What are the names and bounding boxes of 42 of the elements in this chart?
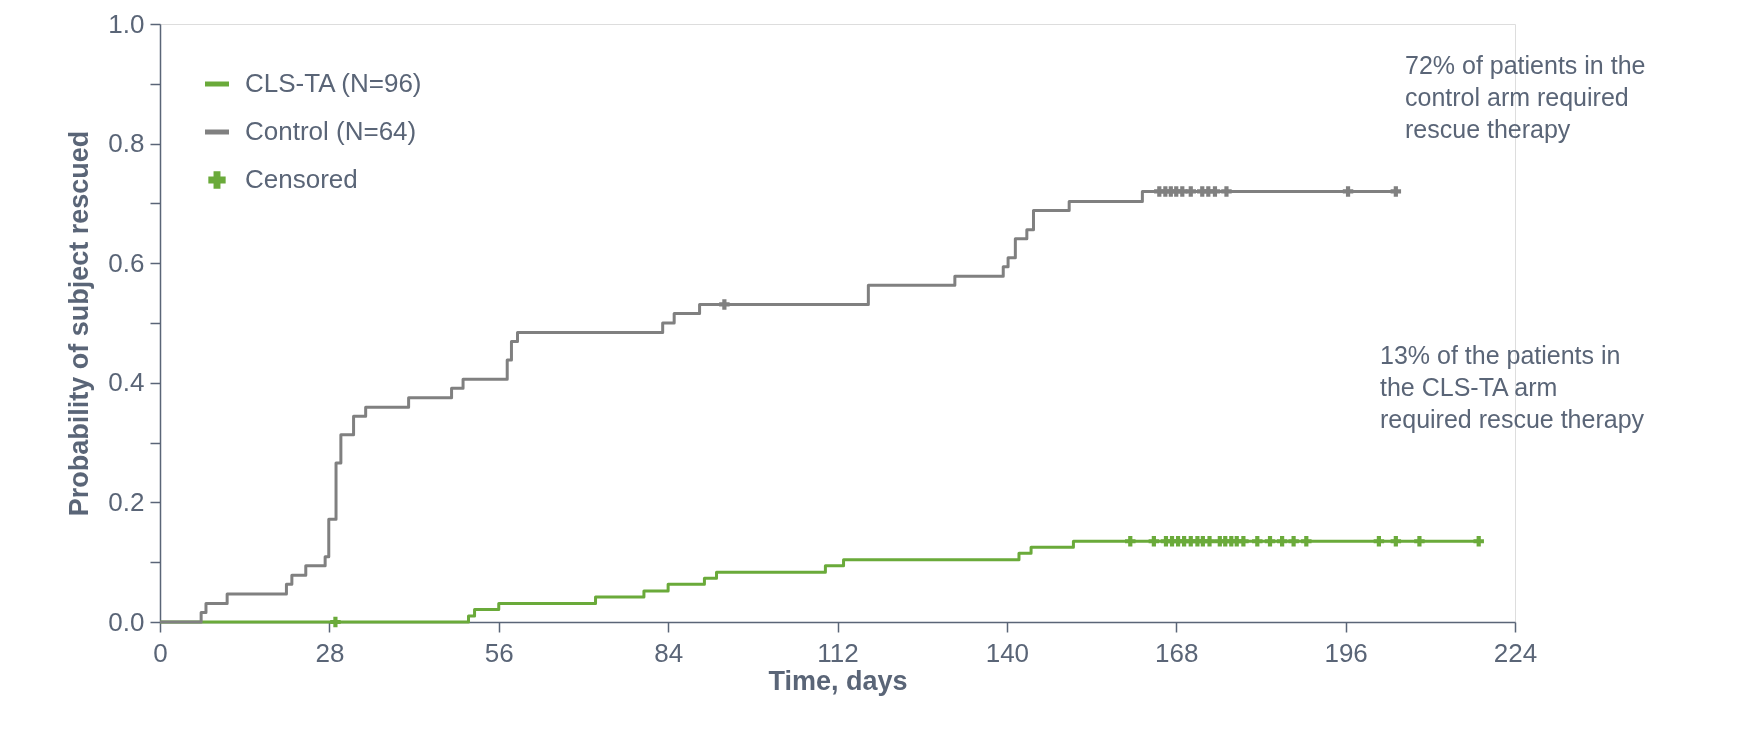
y-tick-label: 0.0: [108, 606, 145, 637]
point: [1414, 536, 1425, 547]
point: [1342, 186, 1354, 197]
x-tick-label: 224: [1493, 637, 1538, 668]
point: [1185, 186, 1197, 197]
annotation: 72% of patients in the control arm required rescue therapy: [1405, 51, 1646, 143]
x-tick-label: 140: [985, 637, 1030, 668]
point: [330, 616, 341, 628]
x-tick-label: 168: [1155, 637, 1199, 668]
legend-label: Censored: [245, 164, 358, 194]
y-axis-title: Probability of subject rescued: [64, 130, 95, 517]
point: [1209, 186, 1221, 197]
point: [1264, 536, 1276, 547]
x-tick-label: 0: [153, 637, 168, 668]
point: [1125, 536, 1136, 547]
point: [1390, 186, 1402, 197]
point: [1473, 536, 1484, 547]
y-tick-label: 0.2: [108, 486, 145, 517]
x-tick-label: 112: [817, 637, 859, 668]
x-tick-label: 28: [315, 637, 345, 668]
annotation: 13% of the patients in the CLS-TA arm required rescue therapy: [1380, 341, 1645, 433]
x-tick-label: 84: [654, 637, 684, 668]
x-axis-title: Time, days: [768, 665, 908, 696]
point: [1373, 536, 1385, 547]
x-tick-label: 56: [484, 637, 514, 668]
point: [1301, 536, 1312, 547]
point: [1252, 536, 1263, 547]
point: [1276, 536, 1288, 547]
point: [1238, 536, 1249, 547]
y-tick-label: 0.8: [108, 128, 145, 159]
legend-label: CLS-TA (N=96): [245, 68, 422, 98]
point: [1204, 536, 1215, 547]
point: [1390, 536, 1402, 547]
legend-label: Control (N=64): [245, 116, 417, 146]
y-tick-label: 0.6: [108, 247, 145, 278]
point: [1221, 186, 1232, 197]
y-tick-label: 0.4: [108, 367, 145, 398]
point: [719, 299, 730, 310]
point: [1288, 536, 1299, 547]
x-tick-label: 196: [1324, 637, 1368, 668]
point: [1148, 536, 1160, 547]
y-tick-label: 1.0: [108, 8, 145, 39]
